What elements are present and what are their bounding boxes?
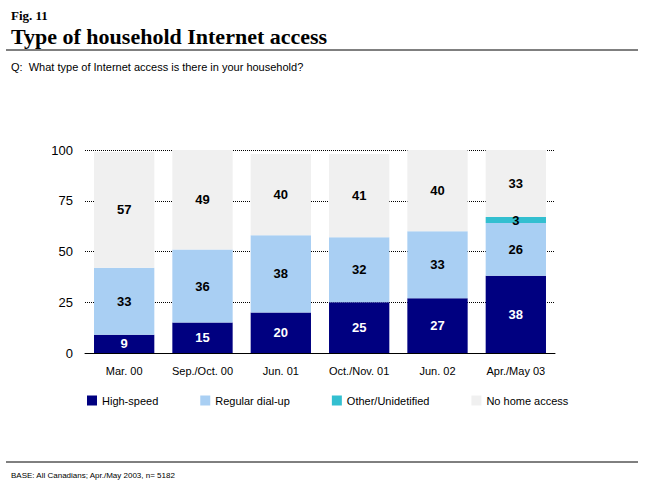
- svg-text:100: 100: [51, 143, 73, 158]
- svg-text:25: 25: [352, 320, 366, 335]
- svg-text:32: 32: [352, 262, 366, 277]
- svg-text:20: 20: [274, 325, 288, 340]
- svg-text:41: 41: [352, 188, 366, 203]
- svg-text:0: 0: [66, 346, 73, 361]
- svg-text:3: 3: [512, 213, 519, 228]
- svg-text:38: 38: [274, 266, 288, 281]
- svg-text:Jun. 01: Jun. 01: [263, 365, 299, 377]
- svg-text:75: 75: [59, 193, 73, 208]
- svg-text:50: 50: [59, 244, 73, 259]
- svg-text:Other/Unidetified: Other/Unidetified: [347, 395, 430, 407]
- svg-text:No home access: No home access: [486, 395, 568, 407]
- svg-text:25: 25: [59, 295, 73, 310]
- svg-text:15: 15: [195, 330, 209, 345]
- svg-text:40: 40: [274, 187, 288, 202]
- svg-text:57: 57: [117, 202, 131, 217]
- svg-text:26: 26: [509, 242, 523, 257]
- svg-text:Sep./Oct. 00: Sep./Oct. 00: [172, 365, 233, 377]
- svg-text:33: 33: [509, 176, 523, 191]
- svg-text:BASE: All Canadians; Apr./May: BASE: All Canadians; Apr./May 2003, n= 5…: [11, 471, 175, 480]
- svg-text:9: 9: [121, 336, 128, 351]
- svg-text:36: 36: [195, 279, 209, 294]
- svg-text:High-speed: High-speed: [102, 395, 158, 407]
- svg-text:Jun. 02: Jun. 02: [419, 365, 455, 377]
- svg-text:40: 40: [430, 183, 444, 198]
- svg-text:Q: What type of Internet acce: Q: What type of Internet access is there…: [11, 61, 303, 73]
- svg-text:Fig. 11: Fig. 11: [11, 8, 48, 23]
- svg-text:38: 38: [509, 307, 523, 322]
- svg-text:Type of household Internet acc: Type of household Internet access: [11, 24, 328, 49]
- svg-text:Regular dial-up: Regular dial-up: [215, 395, 290, 407]
- svg-text:Mar. 00: Mar. 00: [106, 365, 143, 377]
- svg-text:33: 33: [117, 294, 131, 309]
- svg-text:27: 27: [430, 318, 444, 333]
- svg-text:Apr./May 03: Apr./May 03: [486, 365, 545, 377]
- svg-text:49: 49: [195, 192, 209, 207]
- svg-text:Oct./Nov. 01: Oct./Nov. 01: [329, 365, 389, 377]
- svg-text:33: 33: [430, 257, 444, 272]
